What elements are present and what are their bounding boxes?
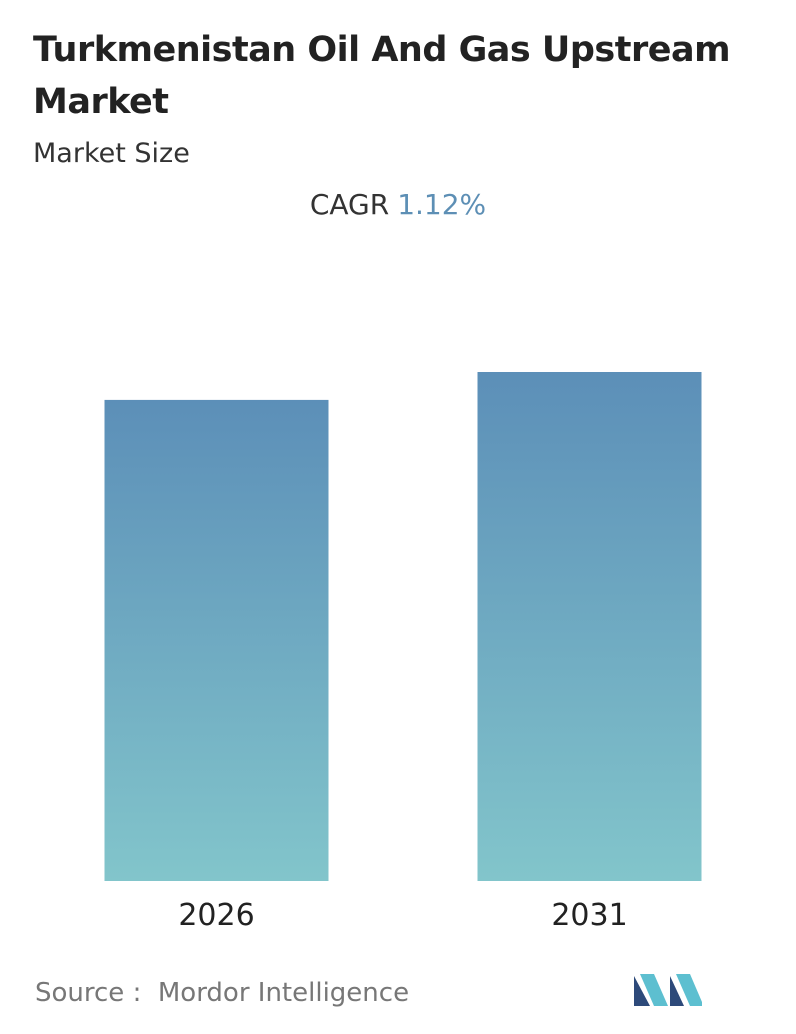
x-tick-label: 2031 (551, 898, 627, 933)
cagr: CAGR 1.12% (0, 188, 796, 221)
x-tick-label: 2026 (178, 898, 254, 933)
chart-subtitle: Market Size (33, 138, 190, 169)
bar (477, 372, 702, 881)
cagr-value: 1.12% (397, 188, 487, 221)
bar (104, 399, 329, 881)
cagr-label: CAGR (309, 188, 390, 221)
logo (634, 974, 702, 1006)
chart-title: Turkmenistan Oil And Gas Upstream Market (33, 30, 731, 122)
chart: 2026 2031 (104, 372, 702, 933)
source: Source : Mordor Intelligence (35, 978, 410, 1008)
